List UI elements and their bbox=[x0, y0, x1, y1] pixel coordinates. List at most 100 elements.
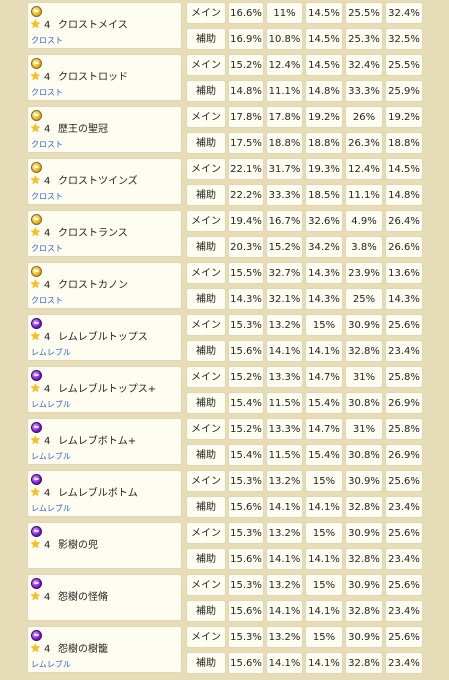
main-stat-value: 19.3% bbox=[305, 158, 343, 180]
sub-stat-value: 14.5% bbox=[305, 28, 343, 50]
main-stat-value: 25.8% bbox=[385, 366, 423, 388]
sub-stat-value: 32.5% bbox=[385, 28, 423, 50]
main-stat-value: 25.6% bbox=[385, 314, 423, 336]
series-link[interactable]: クロスト bbox=[31, 36, 63, 45]
sub-stat-value: 14.1% bbox=[305, 340, 343, 362]
sub-stat-value: 32.1% bbox=[266, 288, 303, 310]
rarity-value: 4 bbox=[44, 540, 51, 551]
main-stat-value: 15% bbox=[305, 574, 343, 596]
rarity-value: 4 bbox=[44, 436, 51, 447]
table-row: ★ 4 レムレブルボトム レムレブル メイン 15.3% 13.2% 15% 30.9% 25.6… bbox=[0, 468, 449, 520]
star-icon: ★ bbox=[30, 225, 41, 239]
rarity-value: 4 bbox=[44, 332, 51, 343]
table-row: ★ 4 クロストロッド クロスト メイン 15.2% 12.4% 14.5% 32.4% 25.5… bbox=[0, 52, 449, 104]
main-stat-value: 19.2% bbox=[385, 106, 423, 128]
main-stat-value: 26% bbox=[345, 106, 383, 128]
main-stat-value: 25.5% bbox=[345, 2, 383, 24]
sub-stat-value: 32.8% bbox=[345, 496, 383, 518]
star-icon: ★ bbox=[30, 485, 41, 499]
table-row: ★ 4 歴王の聖冠 クロスト メイン 17.8% 17.8% 19.2% 26% 19.2% 補助 1… bbox=[0, 104, 449, 156]
sub-label: 補助 bbox=[186, 288, 226, 310]
item-name: クロストツインズ bbox=[58, 176, 138, 187]
series-link[interactable]: レムレブル bbox=[31, 452, 71, 461]
series-link[interactable]: クロスト bbox=[31, 140, 63, 149]
main-stat-value: 15.3% bbox=[228, 626, 264, 648]
star-icon: ★ bbox=[30, 173, 41, 187]
star-icon: ★ bbox=[30, 17, 41, 31]
sub-stat-value: 14.3% bbox=[305, 288, 343, 310]
series-link[interactable]: レムレブル bbox=[31, 400, 71, 409]
main-stat-value: 32.4% bbox=[345, 54, 383, 76]
item-info-cell: ★ 4 影樹の兜 bbox=[27, 522, 182, 569]
series-link[interactable]: クロスト bbox=[31, 296, 63, 305]
main-stat-value: 32.7% bbox=[266, 262, 303, 284]
star-icon: ★ bbox=[30, 381, 41, 395]
main-stat-value: 25.6% bbox=[385, 626, 423, 648]
sub-stat-value: 14.1% bbox=[305, 600, 343, 622]
main-stat-value: 13.2% bbox=[266, 574, 303, 596]
item-info-cell: ★ 4 クロストメイス クロスト bbox=[27, 2, 182, 49]
star-icon: ★ bbox=[30, 433, 41, 447]
sub-stat-value: 33.3% bbox=[266, 184, 303, 206]
rarity-value: 4 bbox=[44, 72, 51, 83]
series-link[interactable]: クロスト bbox=[31, 244, 63, 253]
sub-stat-value: 25.3% bbox=[345, 28, 383, 50]
gem-icon bbox=[31, 578, 42, 589]
star-icon: ★ bbox=[30, 641, 41, 655]
series-link[interactable]: レムレブル bbox=[31, 504, 71, 513]
main-stat-value: 22.1% bbox=[228, 158, 264, 180]
item-info-cell: ★ 4 歴王の聖冠 クロスト bbox=[27, 106, 182, 153]
main-stat-value: 15.3% bbox=[228, 522, 264, 544]
star-icon: ★ bbox=[30, 69, 41, 83]
main-stat-value: 14.5% bbox=[305, 2, 343, 24]
main-stat-value: 15.2% bbox=[228, 366, 264, 388]
sub-stat-value: 14.8% bbox=[228, 80, 264, 102]
table-row: ★ 4 怨樹の樹籠 レムレブル メイン 15.3% 13.2% 15% 30.9% 25.6% 補助… bbox=[0, 624, 449, 676]
item-name: クロストカノン bbox=[58, 280, 128, 291]
sub-stat-value: 34.2% bbox=[305, 236, 343, 258]
main-stat-value: 30.9% bbox=[345, 470, 383, 492]
sub-stat-value: 23.4% bbox=[385, 496, 423, 518]
rarity-value: 4 bbox=[44, 592, 51, 603]
sub-stat-value: 15.4% bbox=[305, 444, 343, 466]
series-link[interactable]: レムレブル bbox=[31, 660, 71, 669]
sub-stat-value: 23.4% bbox=[385, 548, 423, 570]
main-label: メイン bbox=[186, 522, 226, 544]
main-label: メイン bbox=[186, 262, 226, 284]
main-stat-value: 13.2% bbox=[266, 522, 303, 544]
sub-stat-value: 32.8% bbox=[345, 652, 383, 674]
main-label: メイン bbox=[186, 2, 226, 24]
sub-stat-value: 30.8% bbox=[345, 444, 383, 466]
gem-icon bbox=[31, 214, 42, 225]
series-link[interactable]: レムレブル bbox=[31, 348, 71, 357]
item-name: レムレブルトップス bbox=[58, 332, 148, 343]
sub-stat-value: 15.6% bbox=[228, 340, 264, 362]
sub-stat-value: 15.4% bbox=[228, 444, 264, 466]
table-row: ★ 4 レムレブボトム+ レムレブル メイン 15.2% 13.3% 14.7% 31% 25.8… bbox=[0, 416, 449, 468]
sub-stat-value: 15.2% bbox=[266, 236, 303, 258]
main-label: メイン bbox=[186, 626, 226, 648]
series-link[interactable]: クロスト bbox=[31, 192, 63, 201]
sub-stat-value: 15.4% bbox=[228, 392, 264, 414]
item-info-cell: ★ 4 怨樹の樹籠 レムレブル bbox=[27, 626, 182, 673]
sub-stat-value: 23.4% bbox=[385, 600, 423, 622]
sub-stat-value: 16.9% bbox=[228, 28, 264, 50]
series-link[interactable]: クロスト bbox=[31, 88, 63, 97]
main-stat-value: 31% bbox=[345, 366, 383, 388]
main-label: メイン bbox=[186, 366, 226, 388]
main-stat-value: 14.3% bbox=[305, 262, 343, 284]
main-stat-value: 15% bbox=[305, 470, 343, 492]
main-stat-value: 30.9% bbox=[345, 574, 383, 596]
sub-stat-value: 15.6% bbox=[228, 600, 264, 622]
sub-stat-value: 15.6% bbox=[228, 548, 264, 570]
sub-stat-value: 14.3% bbox=[228, 288, 264, 310]
sub-stat-value: 10.8% bbox=[266, 28, 303, 50]
main-stat-value: 13.2% bbox=[266, 470, 303, 492]
gem-icon bbox=[31, 58, 42, 69]
main-stat-value: 19.4% bbox=[228, 210, 264, 232]
sub-label: 補助 bbox=[186, 184, 226, 206]
table-row: ★ 4 レムレブルトップス レムレブル メイン 15.3% 13.2% 15% 30.9% 25.… bbox=[0, 312, 449, 364]
main-label: メイン bbox=[186, 418, 226, 440]
main-label: メイン bbox=[186, 314, 226, 336]
rarity-value: 4 bbox=[44, 176, 51, 187]
